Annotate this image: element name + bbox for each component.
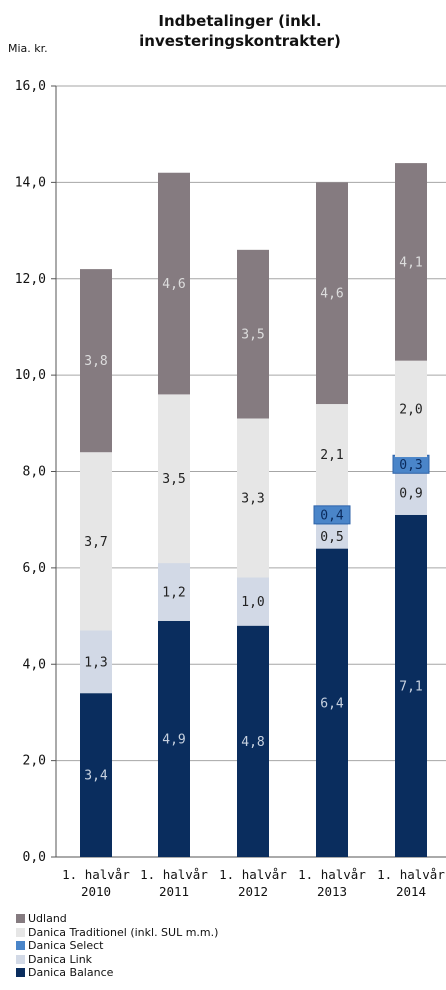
chart-title-line-1: Indbetalinger (inkl. — [158, 12, 321, 30]
data-label: 1,0 — [241, 595, 264, 610]
y-tick-label: 0,0 — [23, 850, 46, 865]
y-tick-label: 10,0 — [15, 368, 46, 383]
bar-segment — [237, 249, 269, 419]
bar-segment — [237, 625, 269, 857]
bar-segment — [158, 563, 190, 621]
data-label: 6,4 — [320, 696, 344, 711]
bar-segment — [395, 514, 427, 857]
legend-item: Danica Traditionel (inkl. SUL m.m.) — [16, 926, 218, 940]
x-tick-label: 2013 — [317, 884, 347, 899]
data-label: 2,0 — [399, 402, 422, 417]
legend-swatch — [16, 968, 25, 978]
data-labels: 3,4 1,3 3,7 3,8 4,9 1,2 3,5 4,6 4,8 1,0 3,3 3,5 6,4 0… — [84, 255, 422, 783]
legend-item: Danica Link — [16, 953, 218, 967]
x-tick-label: 1. halvår — [377, 867, 445, 882]
x-tick-label: 1. halvår — [219, 867, 287, 882]
data-label: 3,3 — [241, 492, 264, 507]
legend-swatch — [16, 914, 25, 924]
bar-segment — [158, 620, 190, 857]
bar-segment — [237, 577, 269, 626]
x-tick-label: 2010 — [81, 884, 111, 899]
bar-segment — [316, 404, 348, 506]
legend-item: Danica Balance — [16, 966, 218, 980]
x-tick-label: 2012 — [238, 884, 268, 899]
data-label: 0,5 — [320, 530, 343, 545]
legend-label: Danica Traditionel (inkl. SUL m.m.) — [28, 925, 219, 939]
y-tick-label: 4,0 — [23, 657, 46, 672]
stacked-bar-chart: Indbetalinger (inkl. investeringskontrak… — [8, 12, 446, 899]
bar-segment — [395, 471, 427, 515]
x-tick-label: 2014 — [396, 884, 426, 899]
data-label: 3,4 — [84, 769, 108, 784]
data-label: 3,5 — [241, 328, 264, 343]
legend-label: Danica Link — [28, 952, 93, 966]
data-label: 0,3 — [399, 458, 422, 473]
x-tick-label: 1. halvår — [62, 867, 130, 882]
bar-segment — [316, 182, 348, 405]
chart-title-line-2: investeringskontrakter) — [139, 32, 341, 50]
bars — [80, 163, 430, 857]
y-tick-label: 2,0 — [23, 754, 46, 769]
y-tick-label: 6,0 — [23, 561, 46, 576]
data-label: 2,1 — [320, 448, 343, 463]
data-label: 3,7 — [84, 535, 107, 550]
legend-label: Danica Balance — [28, 966, 114, 980]
y-tick-label: 8,0 — [23, 465, 46, 480]
y-axis-ticks: 0,0 2,0 4,0 6,0 8,0 10,0 12,0 14,0 16,0 — [15, 79, 46, 865]
bar-segment — [237, 418, 269, 578]
bar-segment — [80, 452, 112, 631]
y-axis-unit-label: Mia. kr. — [8, 42, 48, 55]
bar-segment — [158, 394, 190, 564]
y-tick-label: 14,0 — [15, 175, 46, 190]
data-label: 7,1 — [399, 679, 422, 694]
data-label: 3,8 — [84, 354, 107, 369]
data-label: 1,2 — [162, 585, 185, 600]
data-label: 0,4 — [320, 508, 344, 523]
bar-segment — [316, 524, 348, 549]
data-label: 3,5 — [162, 472, 185, 487]
bar-segment — [316, 548, 348, 857]
x-axis-ticks: 1. halvår 2010 1. halvår 2011 1. halvår 2012 1… — [62, 867, 445, 899]
data-label: 4,6 — [320, 287, 343, 302]
data-label: 4,8 — [241, 735, 264, 750]
y-tick-label: 16,0 — [15, 79, 46, 94]
data-label: 4,6 — [162, 277, 185, 292]
legend: Udland Danica Traditionel (inkl. SUL m.m.… — [16, 912, 218, 980]
legend-item: Danica Select — [16, 939, 218, 953]
x-tick-label: 1. halvår — [298, 867, 366, 882]
bar-segment — [395, 360, 427, 458]
legend-label: Danica Select — [28, 939, 104, 953]
legend-swatch — [16, 927, 25, 937]
data-label: 1,3 — [84, 655, 107, 670]
x-tick-label: 1. halvår — [140, 867, 208, 882]
data-label: 0,9 — [399, 487, 422, 502]
legend-swatch — [16, 954, 25, 964]
select-label-box — [313, 505, 351, 525]
bar-segment — [80, 269, 112, 453]
bar-segment — [158, 172, 190, 395]
bar-segment — [395, 163, 427, 361]
legend-item: Udland — [16, 912, 218, 926]
x-tick-label: 2011 — [159, 884, 189, 899]
legend-label: Udland — [28, 912, 67, 926]
bar-segment — [80, 630, 112, 694]
y-tick-label: 12,0 — [15, 272, 46, 287]
bar-segment — [80, 693, 112, 857]
data-label: 4,1 — [399, 255, 422, 270]
legend-swatch — [16, 941, 25, 951]
data-label: 4,9 — [162, 732, 185, 747]
